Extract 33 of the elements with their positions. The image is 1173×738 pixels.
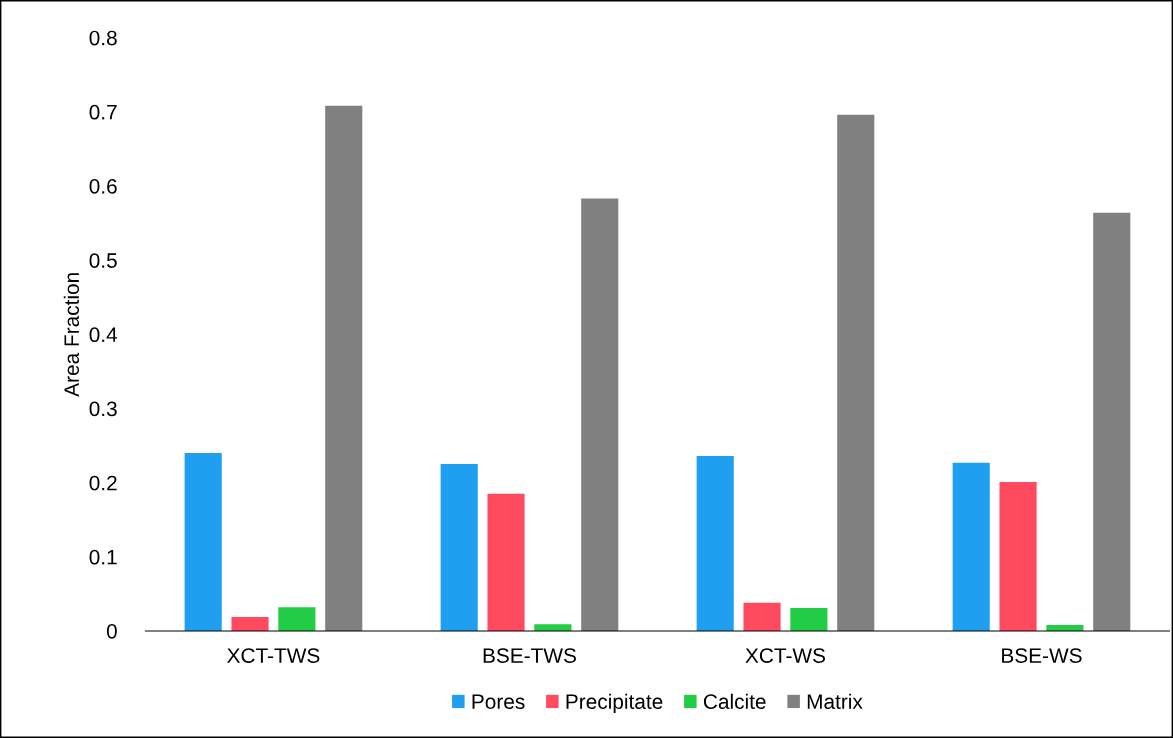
y-tick-label: 0.2 bbox=[89, 475, 117, 491]
legend-label: Precipitate bbox=[566, 693, 663, 714]
y-tick-label: 0.7 bbox=[89, 104, 117, 120]
bar bbox=[534, 624, 572, 631]
bar bbox=[790, 608, 828, 631]
bar bbox=[325, 105, 363, 631]
y-tick-label: 0.5 bbox=[89, 253, 117, 268]
bar bbox=[487, 493, 525, 631]
y-tick-label: 0 bbox=[106, 623, 117, 639]
y-tick-label: 0.8 bbox=[89, 30, 117, 46]
x-tick-label: BSE-TWS bbox=[483, 648, 576, 663]
bar bbox=[278, 607, 316, 631]
y-axis-title: Area Fraction bbox=[63, 273, 80, 397]
bar bbox=[999, 481, 1037, 631]
bar bbox=[952, 462, 990, 631]
y-tick-label: 0.6 bbox=[89, 178, 117, 194]
legend-label: Pores bbox=[472, 694, 525, 709]
bar bbox=[581, 198, 619, 631]
legend-label: Calcite bbox=[703, 693, 766, 709]
bar bbox=[837, 114, 875, 631]
y-tick-label: 0.1 bbox=[89, 549, 117, 565]
bar bbox=[184, 452, 222, 631]
bar bbox=[231, 616, 269, 631]
legend-label: Matrix bbox=[807, 693, 863, 709]
y-tick-label: 0.4 bbox=[89, 327, 118, 343]
x-tick-label: XCT-WS bbox=[745, 648, 826, 663]
x-tick-label: XCT-TWS bbox=[227, 648, 320, 663]
bar bbox=[440, 464, 478, 631]
bar bbox=[696, 455, 734, 631]
y-tick-label: 0.3 bbox=[89, 401, 117, 417]
x-tick-label: BSE-WS bbox=[1002, 648, 1082, 663]
bar bbox=[1093, 212, 1131, 631]
bar bbox=[743, 602, 781, 631]
